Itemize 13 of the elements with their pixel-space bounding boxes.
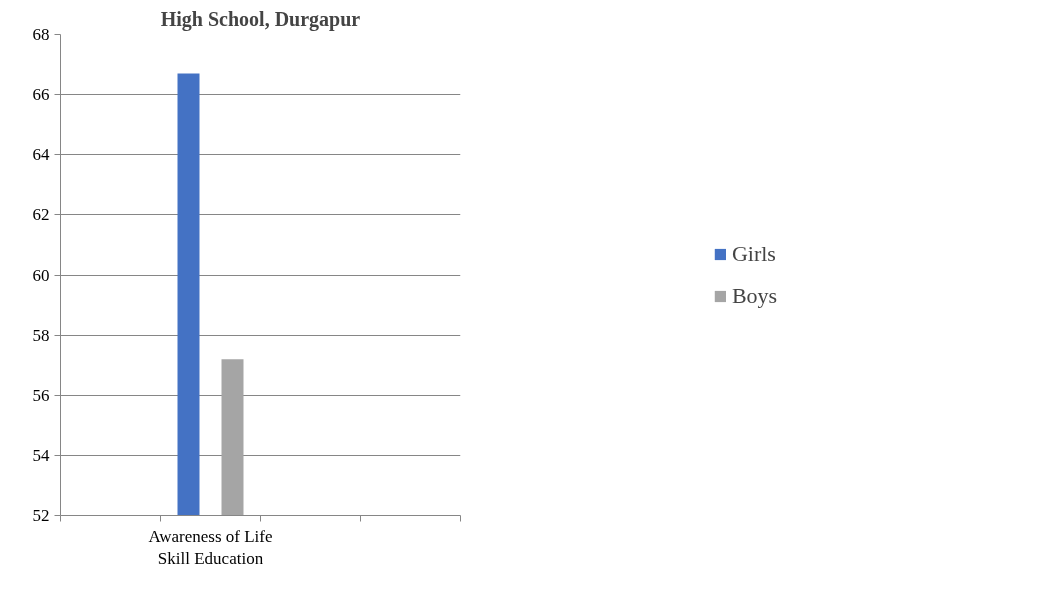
legend-label: Boys	[731, 282, 778, 309]
x-tick-label: Awareness of Life Skill Education	[148, 526, 273, 569]
y-tick-label: 52	[32, 506, 50, 525]
legend-label: Girls	[731, 240, 776, 267]
y-tick-label: 62	[32, 205, 50, 225]
y-tick-label: 60	[32, 265, 50, 285]
y-tick-label: 56	[32, 385, 50, 405]
y-tick-label: 64	[32, 145, 50, 165]
y-tick-label: 66	[32, 85, 50, 105]
y-tick-label: 58	[32, 325, 50, 345]
y-tick-label: 68	[32, 25, 50, 44]
chart-title: High School, Durgapur	[160, 7, 361, 31]
y-tick-label: 54	[32, 445, 50, 465]
